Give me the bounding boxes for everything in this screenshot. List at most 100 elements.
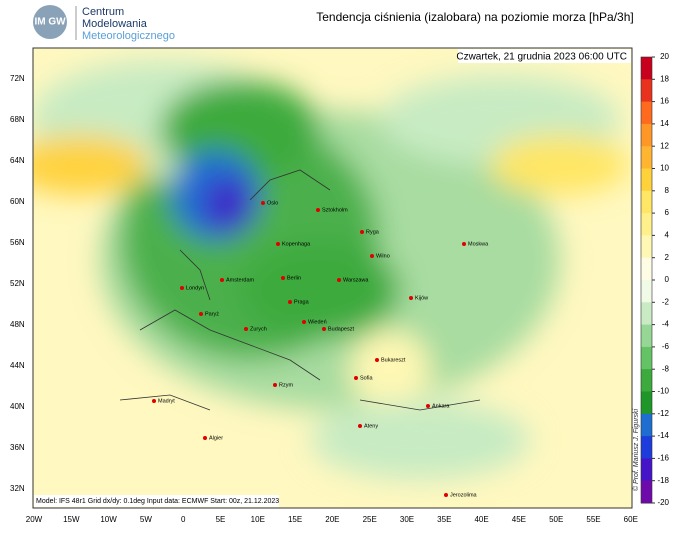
city-dot xyxy=(316,208,320,212)
lon-label: 15E xyxy=(288,515,302,524)
date: Czwartek, 21 grudnia 2023 06:00 UTC xyxy=(456,52,627,63)
lon-label: 40E xyxy=(474,515,488,524)
city-dot xyxy=(152,399,156,403)
city-label: Jerozolima xyxy=(450,492,478,498)
colorbar-cell xyxy=(641,413,652,437)
city-label: Kijów xyxy=(415,295,428,301)
city-label: Ryga xyxy=(366,229,380,235)
lat-label: 40N xyxy=(10,402,25,411)
colorbar-label: 20 xyxy=(660,52,669,61)
colorbar-cell xyxy=(641,391,652,415)
title: Tendencja ciśnienia (izalobara) na pozio… xyxy=(316,10,634,24)
copyright: © Prof. Mariusz J. Figurski xyxy=(632,408,640,491)
lon-label: 45E xyxy=(512,515,526,524)
city-label: Kopenhaga xyxy=(282,241,311,247)
colorbar-label: 12 xyxy=(660,141,669,150)
lat-label: 36N xyxy=(10,443,25,452)
city-label: Amsterdam xyxy=(226,277,255,283)
city-dot xyxy=(302,320,306,324)
lat-label: 68N xyxy=(10,115,25,124)
org-line: Meteorologicznego xyxy=(82,30,175,42)
lat-label: 52N xyxy=(10,279,25,288)
lon-label: 20W xyxy=(26,515,43,524)
model-info: Model: IFS 48r1 Grid dx/dy: 0.1deg Input… xyxy=(36,498,279,505)
city-label: Londyn xyxy=(186,285,204,291)
colorbar-label: -4 xyxy=(662,320,670,329)
colorbar-cell xyxy=(641,57,652,80)
colorbar-cell xyxy=(641,235,652,259)
city-dot xyxy=(426,404,430,408)
city-dot xyxy=(444,493,448,497)
city-dot xyxy=(375,358,379,362)
colorbar-cell xyxy=(641,458,652,482)
lat-label: 48N xyxy=(10,320,25,329)
city-dot xyxy=(358,424,362,428)
map-field xyxy=(33,48,632,508)
city-dot xyxy=(322,327,326,331)
city-dot xyxy=(360,230,364,234)
city-label: Algier xyxy=(209,435,223,441)
colorbar-label: -12 xyxy=(657,409,669,418)
colorbar-label: 16 xyxy=(660,97,669,106)
colorbar-cell xyxy=(641,146,652,169)
colorbar-label: -14 xyxy=(657,431,669,440)
logo-text: IM GW xyxy=(34,17,66,28)
colorbar-cell xyxy=(641,168,652,192)
colorbar-cell xyxy=(641,79,652,103)
lat-label: 60N xyxy=(10,197,25,206)
lat-label: 72N xyxy=(10,74,25,83)
colorbar-label: -18 xyxy=(657,476,669,485)
city-dot xyxy=(261,201,265,205)
colorbar-cell xyxy=(641,436,652,459)
city-dot xyxy=(281,276,285,280)
city-label: Warszawa xyxy=(343,277,369,283)
lon-label: 15W xyxy=(63,515,80,524)
lon-label: 0 xyxy=(181,515,186,524)
colorbar-label: -2 xyxy=(662,297,670,306)
city-dot xyxy=(203,436,207,440)
logo: IM GW Centrum Modelowania Meteorologiczn… xyxy=(33,5,175,42)
city-dot xyxy=(337,278,341,282)
lon-label: 30E xyxy=(400,515,414,524)
colorbar-cell xyxy=(641,302,652,326)
lat-label: 44N xyxy=(10,361,25,370)
org-line: Centrum xyxy=(82,6,124,18)
colorbar-label: -20 xyxy=(657,498,669,507)
colorbar-label: 8 xyxy=(665,186,670,195)
city-dot xyxy=(288,300,292,304)
city-label: Wiedeń xyxy=(308,319,327,325)
city-dot xyxy=(180,286,184,290)
colorbar-label: 14 xyxy=(660,119,669,128)
labels: 72N 68N 64N 60N 56N 52N 48N 44N 40N 36N 32N 20W 15W 1… xyxy=(10,52,670,524)
city-label: Zurych xyxy=(250,326,267,332)
lat-label: 32N xyxy=(10,484,25,493)
map-frame xyxy=(32,47,633,509)
footer-box xyxy=(34,495,279,507)
lon-label: 60E xyxy=(624,515,638,524)
city-label: Sofia xyxy=(360,375,373,381)
org-line: Modelowania xyxy=(82,18,148,30)
lon-label: 35E xyxy=(437,515,451,524)
lon-label: 10W xyxy=(100,515,117,524)
city-dot xyxy=(244,327,248,331)
colorbar-cell xyxy=(641,257,652,281)
city-dot xyxy=(220,278,224,282)
colorbar-label: 2 xyxy=(665,253,670,262)
colorbar-cell xyxy=(641,213,652,236)
city-dot xyxy=(276,242,280,246)
colorbar-label: 6 xyxy=(665,208,670,217)
colorbar-cell xyxy=(641,369,652,392)
lat-label: 64N xyxy=(10,156,25,165)
colorbar-label: -10 xyxy=(657,387,669,396)
city-label: Wilno xyxy=(376,253,390,259)
lat-label: 56N xyxy=(10,238,25,247)
city-dot xyxy=(462,242,466,246)
city-dot xyxy=(409,296,413,300)
city-label: Ateny xyxy=(364,423,378,429)
city-label: Ankara xyxy=(432,403,450,409)
colorbar-cell xyxy=(641,280,652,303)
lon-label: 5W xyxy=(140,515,152,524)
colorbar-label: 4 xyxy=(665,231,670,240)
city-label: Budapeszt xyxy=(328,326,354,332)
colorbar-cell xyxy=(641,101,652,125)
